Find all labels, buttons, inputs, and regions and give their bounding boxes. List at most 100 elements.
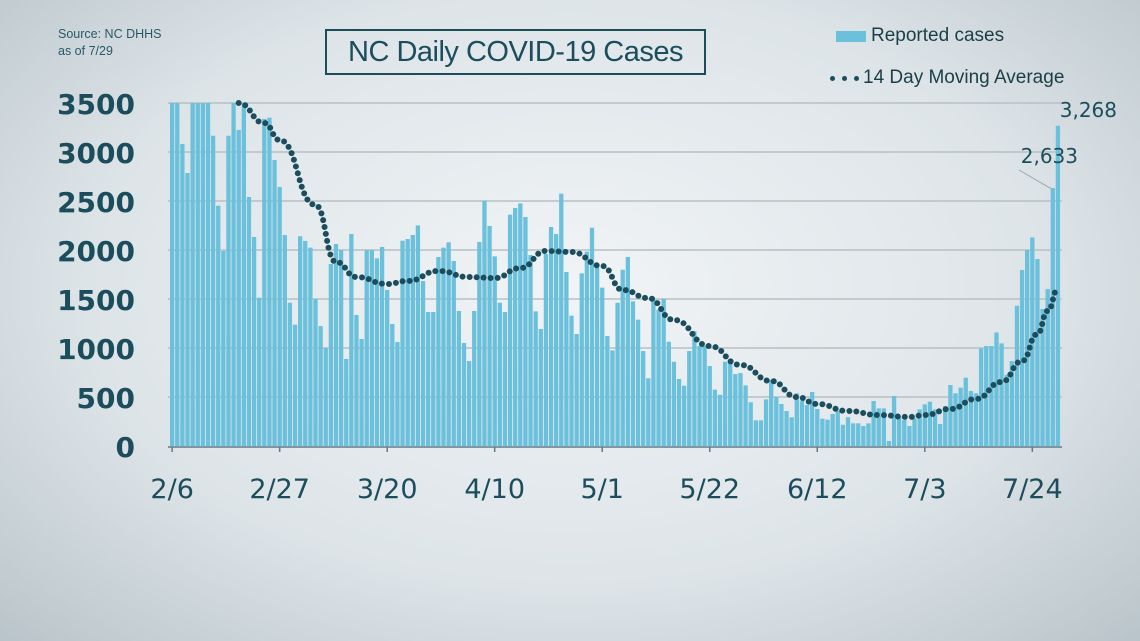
bar: [298, 236, 303, 446]
bar: [866, 423, 871, 446]
bar: [712, 389, 718, 446]
bar: [482, 200, 487, 446]
bar: [221, 250, 226, 446]
bar: [917, 409, 922, 446]
bar: [769, 379, 774, 446]
bar: [1019, 269, 1025, 446]
bar: [989, 346, 994, 446]
bar: [405, 239, 410, 446]
bar: [513, 207, 518, 446]
bar: [292, 324, 298, 446]
y-tick-label: 1500: [57, 284, 135, 317]
dotted-line-icon: [830, 75, 859, 81]
bar: [395, 342, 400, 446]
y-tick-label: 2000: [57, 235, 135, 268]
y-tick-label: 2500: [57, 186, 135, 219]
bar: [431, 312, 436, 446]
bar: [948, 385, 953, 446]
moving-average-line: [235, 100, 1061, 420]
bar: [999, 343, 1004, 446]
legend: Reported cases 14 Day Moving Average: [830, 25, 1064, 109]
bar: [753, 420, 758, 446]
bar: [410, 235, 415, 446]
bar: [610, 350, 615, 446]
bar: [1050, 187, 1055, 446]
bar: [799, 400, 805, 446]
callout-label: 3,268: [1060, 98, 1117, 122]
bar: [175, 103, 180, 446]
bar: [891, 396, 897, 446]
y-tick-label: 1000: [57, 333, 135, 366]
bar: [656, 309, 661, 446]
bar: [390, 323, 395, 446]
bar: [272, 160, 277, 446]
bar: [216, 205, 221, 446]
bar: [871, 401, 876, 446]
bar: [615, 302, 620, 446]
bar: [1045, 289, 1050, 446]
as-of-line: as of 7/29: [58, 44, 113, 58]
bar: [579, 273, 584, 446]
bar: [594, 267, 600, 446]
bar: [856, 423, 861, 446]
bar: [912, 418, 917, 446]
x-tick-label: 2/6: [150, 474, 193, 505]
x-tick-label: 5/22: [679, 474, 740, 505]
bar: [323, 348, 328, 446]
bar: [1040, 308, 1045, 446]
x-tick-label: 2/27: [249, 474, 310, 505]
bar: [861, 426, 866, 446]
bar: [994, 332, 999, 446]
bar: [364, 250, 369, 446]
bar: [251, 236, 257, 446]
bar: [845, 417, 851, 446]
source-note: Source: NC DHHS as of 7/29: [58, 26, 162, 60]
x-tick-label: 5/1: [581, 474, 624, 505]
bar: [170, 103, 175, 446]
bar: [523, 216, 528, 446]
bar: [820, 418, 825, 446]
bar: [374, 258, 380, 446]
bar: [968, 391, 974, 446]
bar: [533, 311, 538, 446]
x-tick-label: 4/10: [464, 474, 525, 505]
bar: [1009, 361, 1014, 446]
bar: [543, 254, 549, 446]
bar: [559, 193, 564, 446]
bar: [369, 250, 374, 446]
bar: [548, 226, 554, 446]
bar: [682, 385, 687, 446]
bar: [287, 302, 293, 446]
bar: [897, 417, 902, 446]
bar: [600, 287, 605, 446]
chart-title: NC Daily COVID-19 Cases: [325, 29, 706, 75]
bar: [333, 244, 339, 446]
bar: [953, 393, 958, 446]
bar: [589, 227, 595, 446]
bar: [344, 358, 349, 446]
bar: [180, 143, 185, 447]
bar: [1025, 250, 1030, 446]
bar: [907, 426, 912, 446]
bar: [241, 103, 246, 446]
bar: [958, 387, 963, 446]
bar: [804, 405, 810, 446]
bar: [466, 361, 472, 446]
bar: [262, 118, 267, 446]
bar: [625, 256, 630, 446]
bar: [564, 271, 569, 446]
bar: [420, 280, 426, 446]
bar: [738, 373, 743, 446]
bar: [518, 203, 523, 446]
bar: [436, 256, 441, 446]
x-tick-label: 3/20: [357, 474, 418, 505]
bar: [385, 289, 390, 446]
bar: [902, 420, 907, 446]
bar: [763, 399, 769, 446]
bar: [456, 310, 462, 446]
bar: [441, 247, 446, 446]
legend-label: Reported cases: [871, 25, 1005, 46]
bar: [415, 225, 421, 446]
bar: [707, 366, 712, 446]
bar: [267, 117, 272, 446]
